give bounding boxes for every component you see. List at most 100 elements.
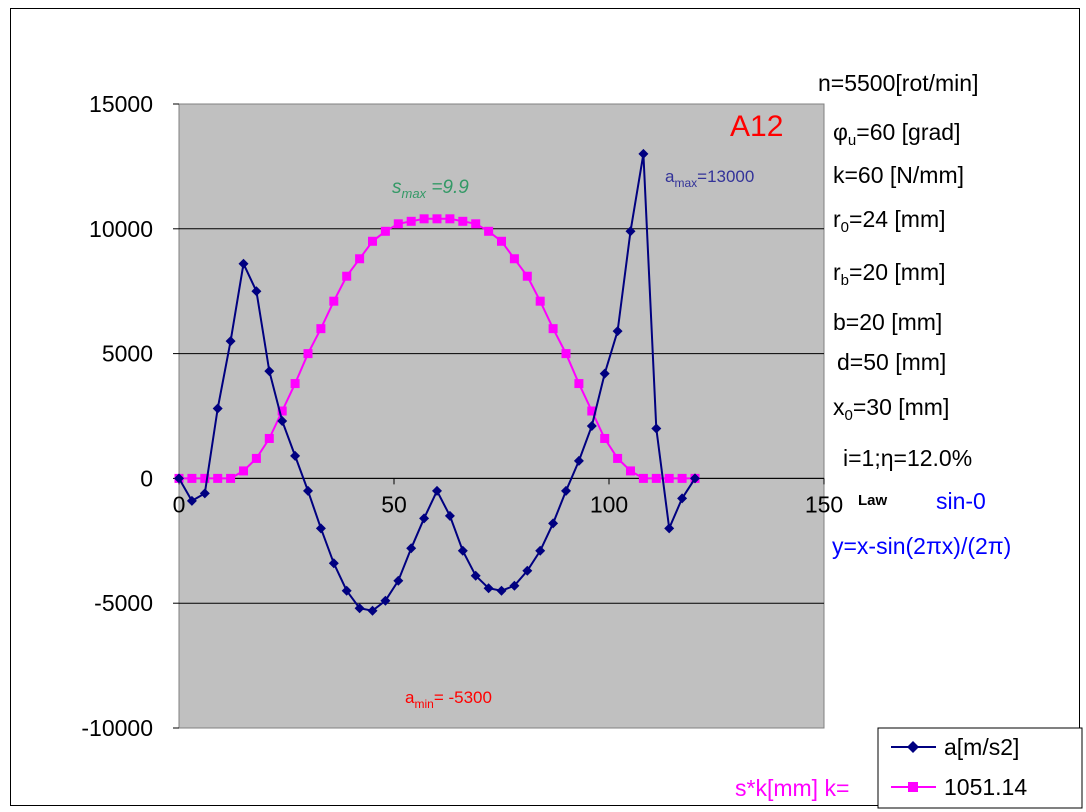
- point-a: [496, 585, 507, 596]
- point-sk: [522, 271, 532, 281]
- y-axis-ticks: 15000 10000 5000 0 -5000 -10000: [81, 91, 179, 741]
- point-a: [354, 603, 365, 614]
- point-sk: [561, 349, 571, 359]
- x-tick-label: 0: [173, 491, 186, 517]
- point-sk: [342, 271, 352, 281]
- point-sk: [213, 473, 223, 483]
- point-a: [586, 420, 597, 431]
- point-a: [690, 473, 700, 484]
- point-a: [393, 575, 404, 586]
- a-min-sub: min: [414, 697, 433, 711]
- chart-frame: [10, 8, 1080, 806]
- point-a: [638, 148, 649, 159]
- point-a: [457, 545, 468, 556]
- point-sk: [484, 226, 494, 236]
- point-a: [277, 415, 288, 426]
- law-label: Law: [858, 492, 888, 509]
- param-k: k=60 [N/mm]: [833, 162, 964, 188]
- legend: a[m/s2] 1051.14: [877, 727, 1083, 809]
- param-x0: x0=30 [mm]: [833, 394, 949, 424]
- y-tick-label: 15000: [89, 91, 153, 117]
- param-n: n=5500[rot/min]: [818, 70, 978, 96]
- point-sk: [458, 216, 468, 226]
- point-sk: [316, 324, 326, 334]
- point-a: [406, 543, 417, 554]
- chart-title-a12: A12: [730, 110, 783, 143]
- point-a: [251, 286, 262, 297]
- series-layer: [174, 148, 700, 616]
- x-axis-ticks: 0 50 100 150: [173, 478, 843, 517]
- y-tick-label: 5000: [102, 341, 153, 367]
- legend-label-s: 1051.14: [944, 774, 1027, 800]
- point-a: [212, 403, 223, 414]
- point-sk: [535, 296, 545, 306]
- s-max-sub: max: [402, 186, 427, 201]
- point-sk: [574, 379, 584, 389]
- point-sk: [587, 406, 597, 416]
- point-a: [186, 495, 197, 506]
- point-a: [444, 510, 455, 521]
- point-a: [419, 513, 430, 524]
- point-a: [225, 336, 236, 347]
- point-a: [315, 523, 326, 534]
- law-value: sin-0: [936, 488, 986, 514]
- legend-marker-s: [908, 782, 918, 792]
- param-i-eta: i=1;η=12.0%: [843, 445, 972, 471]
- grid-lines: [179, 228, 824, 604]
- point-a: [625, 226, 636, 237]
- point-a: [677, 493, 688, 504]
- a-max-a: a: [665, 167, 675, 186]
- point-a: [367, 605, 378, 616]
- a-max-sub: max: [674, 176, 697, 190]
- a-max-value: =13000: [697, 167, 754, 186]
- param-r0: r0=24 [mm]: [833, 206, 946, 236]
- point-sk: [664, 473, 674, 483]
- point-a: [573, 455, 584, 466]
- point-a: [238, 258, 249, 269]
- point-sk: [419, 214, 429, 224]
- point-sk: [600, 433, 610, 443]
- legend-marker-a: [907, 741, 919, 753]
- y-tick-label: 0: [140, 465, 153, 491]
- point-a: [612, 326, 623, 337]
- point-a: [470, 570, 481, 581]
- y-tick-label: 10000: [89, 216, 153, 242]
- s-max-s: s: [392, 177, 402, 198]
- point-sk: [497, 236, 506, 246]
- s-k-label: s*k[mm] k=: [735, 775, 849, 801]
- x-tick-label: 100: [590, 491, 628, 517]
- point-sk: [251, 453, 261, 463]
- point-a: [341, 585, 352, 596]
- s-max-value: =9.9: [426, 177, 469, 198]
- point-a: [651, 423, 662, 434]
- point-sk: [406, 216, 416, 226]
- parameter-list: n=5500[rot/min] φu=60 [grad] k=60 [N/mm]…: [818, 70, 978, 471]
- param-d: d=50 [mm]: [837, 349, 946, 375]
- point-a: [522, 565, 533, 576]
- point-sk: [239, 466, 248, 476]
- point-a: [290, 450, 301, 461]
- a-min-a: a: [405, 688, 415, 707]
- point-a: [380, 595, 391, 606]
- legend-box: [877, 727, 1083, 809]
- point-a: [561, 485, 571, 496]
- point-a: [664, 523, 675, 534]
- point-sk: [187, 473, 197, 483]
- point-a: [599, 368, 610, 379]
- point-sk: [303, 349, 313, 359]
- param-phi: φu=60 [grad]: [833, 119, 960, 149]
- y-tick-label: -5000: [94, 590, 153, 616]
- point-a: [328, 558, 339, 569]
- point-sk: [380, 226, 390, 236]
- point-sk: [432, 214, 442, 224]
- point-a: [199, 488, 210, 499]
- point-a: [303, 485, 313, 496]
- point-sk: [264, 433, 274, 443]
- point-sk: [548, 324, 558, 334]
- legend-label-a: a[m/s2]: [944, 734, 1019, 760]
- a-min-annotation: amin= -5300: [405, 688, 492, 711]
- point-a: [432, 485, 442, 496]
- y-tick-label: -10000: [81, 715, 153, 741]
- x-tick-label: 50: [381, 491, 407, 517]
